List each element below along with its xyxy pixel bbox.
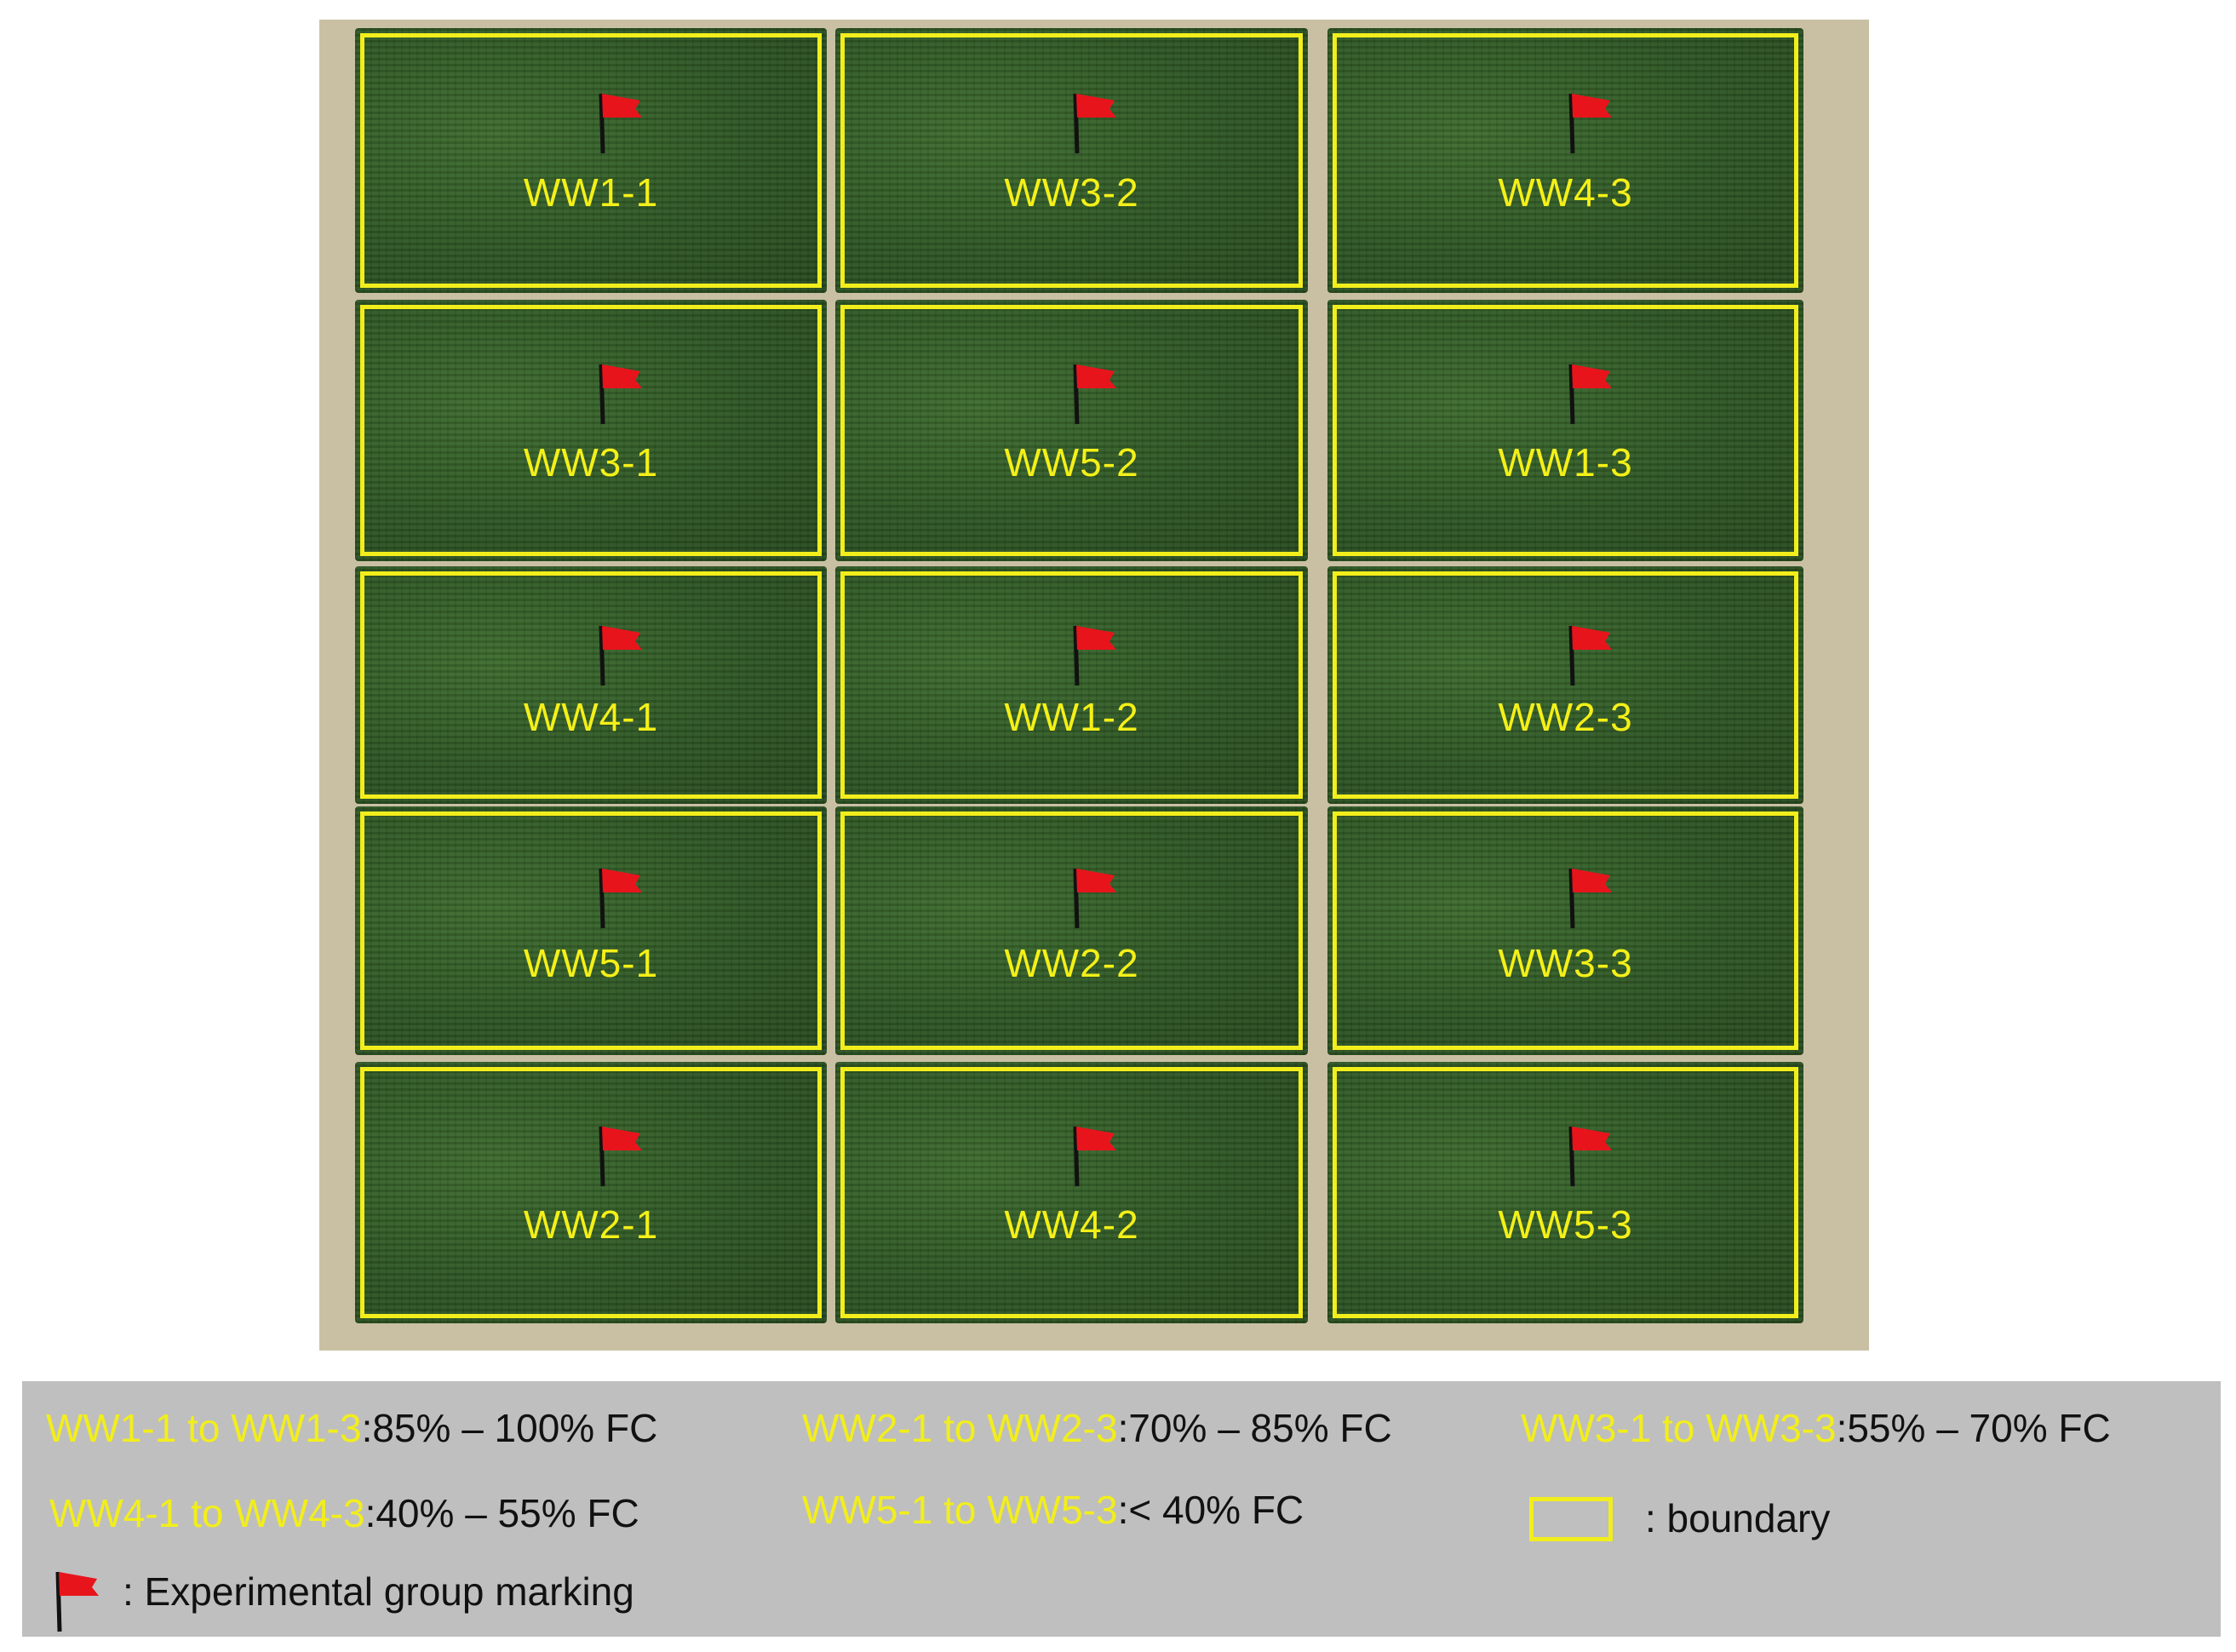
legend-key: WW3-1 to WW3-3: [1521, 1406, 1837, 1450]
legend-key: WW2-1 to WW2-3: [802, 1406, 1118, 1450]
legend-item-ww3: WW3-1 to WW3-3:55% – 70% FC: [1521, 1405, 2111, 1451]
plot-boundary: WW5-1: [360, 812, 822, 1050]
flag-icon: [1073, 625, 1116, 686]
flag-icon: [599, 625, 642, 686]
plot-vegetation: [835, 806, 1308, 1055]
plot-boundary: WW4-3: [1333, 33, 1798, 288]
plot-label: WW2-2: [1004, 941, 1139, 985]
legend-item-ww4: WW4-1 to WW4-3:40% – 55% FC: [49, 1490, 639, 1536]
legend-value: :70% – 85% FC: [1117, 1406, 1392, 1450]
plot-boundary: WW3-2: [840, 33, 1303, 288]
boundary-swatch: [1529, 1497, 1613, 1541]
legend-value: :85% – 100% FC: [361, 1406, 658, 1450]
plot-boundary: WW2-1: [360, 1067, 822, 1318]
plot-label: WW3-3: [1498, 941, 1633, 985]
flag-icon: [1568, 1126, 1612, 1187]
legend-key: WW4-1 to WW4-3: [49, 1491, 365, 1535]
legend-item-ww2: WW2-1 to WW2-3:70% – 85% FC: [802, 1405, 1392, 1451]
plot-boundary: WW4-2: [840, 1067, 1303, 1318]
flag-icon: [1568, 93, 1612, 154]
plot-label: WW1-1: [523, 170, 659, 215]
plot-boundary: WW1-2: [840, 571, 1303, 799]
plot-boundary: WW5-3: [1333, 1067, 1798, 1318]
flag-icon: [1568, 364, 1612, 425]
flag-icon: [1073, 868, 1116, 929]
plot-vegetation: [355, 28, 827, 293]
plot-boundary: WW2-3: [1333, 571, 1798, 799]
legend-panel: WW1-1 to WW1-3:85% – 100% FC WW2-1 to WW…: [22, 1381, 2221, 1637]
plot-boundary: WW1-3: [1333, 305, 1798, 556]
plot-vegetation: [1327, 300, 1803, 561]
plot-label: WW1-2: [1004, 695, 1139, 739]
plot-vegetation: [355, 1062, 827, 1323]
plot-vegetation: [355, 566, 827, 804]
flag-icon: [1568, 868, 1612, 929]
plot-vegetation: [1327, 28, 1803, 293]
plot-boundary: WW3-1: [360, 305, 822, 556]
aerial-field-image: WW1-1 WW3-2 WW4-3 WW3-1 WW5-2 WW1-3 WW4-1 WW1-2…: [319, 20, 1869, 1351]
plot-vegetation: [835, 566, 1308, 804]
flag-legend-label: : Experimental group marking: [123, 1569, 634, 1614]
plot-label: WW4-2: [1004, 1202, 1139, 1247]
flag-icon: [1073, 1126, 1116, 1187]
plot-label: WW2-3: [1498, 695, 1633, 739]
plot-vegetation: [1327, 1062, 1803, 1323]
plot-vegetation: [1327, 566, 1803, 804]
plot-vegetation: [355, 806, 827, 1055]
legend-value: :40% – 55% FC: [364, 1491, 639, 1535]
flag-icon: [599, 93, 642, 154]
plot-vegetation: [835, 28, 1308, 293]
boundary-legend-label: : boundary: [1645, 1496, 1831, 1540]
flag-icon: [55, 1571, 99, 1632]
plot-label: WW4-3: [1498, 170, 1633, 215]
flag-icon: [599, 1126, 642, 1187]
plot-boundary: WW1-1: [360, 33, 822, 288]
legend-key: WW1-1 to WW1-3: [46, 1406, 362, 1450]
legend-item-ww5: WW5-1 to WW5-3:< 40% FC: [802, 1487, 1304, 1533]
plot-label: WW5-1: [523, 941, 659, 985]
legend-item-ww1: WW1-1 to WW1-3:85% – 100% FC: [46, 1405, 657, 1451]
flag-icon: [599, 868, 642, 929]
flag-icon: [599, 364, 642, 425]
plot-label: WW5-2: [1004, 440, 1139, 485]
plot-label: WW3-2: [1004, 170, 1139, 215]
plot-label: WW2-1: [523, 1202, 659, 1247]
plot-vegetation: [835, 300, 1308, 561]
plot-boundary: WW2-2: [840, 812, 1303, 1050]
legend-value: :55% – 70% FC: [1836, 1406, 2111, 1450]
legend-value: :< 40% FC: [1117, 1488, 1304, 1532]
plot-vegetation: [835, 1062, 1308, 1323]
plot-label: WW4-1: [523, 695, 659, 739]
plot-boundary: WW5-2: [840, 305, 1303, 556]
plot-vegetation: [355, 300, 827, 561]
plot-label: WW5-3: [1498, 1202, 1633, 1247]
flag-icon: [1568, 625, 1612, 686]
flag-icon: [1073, 93, 1116, 154]
plot-label: WW3-1: [523, 440, 659, 485]
flag-icon: [1073, 364, 1116, 425]
plot-vegetation: [1327, 806, 1803, 1055]
legend-key: WW5-1 to WW5-3: [802, 1488, 1118, 1532]
plot-label: WW1-3: [1498, 440, 1633, 485]
plot-boundary: WW4-1: [360, 571, 822, 799]
plot-boundary: WW3-3: [1333, 812, 1798, 1050]
